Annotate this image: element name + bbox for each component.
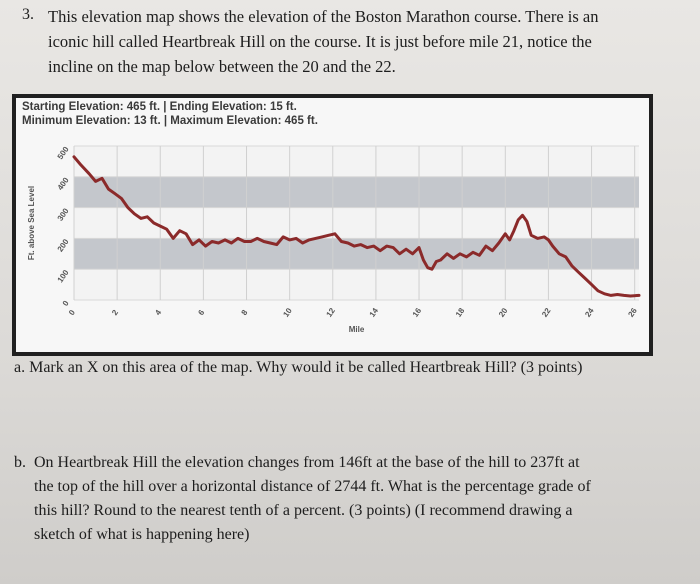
- chart-header: Starting Elevation: 465 ft. | Ending Ele…: [22, 100, 318, 128]
- x-tick-label: 18: [454, 306, 467, 319]
- x-tick-label: 8: [240, 308, 250, 317]
- subquestion-b-line: the top of the hill over a horizontal di…: [34, 478, 591, 495]
- subquestion-b-line: this hill? Round to the nearest tenth of…: [34, 502, 573, 519]
- y-tick-label: 400: [56, 175, 71, 192]
- x-tick-label: 22: [540, 306, 553, 319]
- x-axis-title: Mile: [349, 325, 365, 334]
- question-text: This elevation map shows the elevation o…: [48, 4, 678, 79]
- question-number: 3.: [22, 6, 34, 23]
- y-tick-label: 0: [61, 299, 71, 308]
- grid-band: [74, 238, 639, 270]
- subquestion-b-line: On Heartbreak Hill the elevation changes…: [34, 454, 580, 471]
- y-tick-label: 100: [56, 268, 71, 285]
- x-tick-label: 2: [110, 308, 120, 317]
- chart-header-line1: Starting Elevation: 465 ft. | Ending Ele…: [22, 101, 297, 113]
- chart-header-line2: Minimum Elevation: 13 ft. | Maximum Elev…: [22, 115, 318, 127]
- x-tick-label: 14: [368, 306, 381, 319]
- x-tick-label: 10: [281, 306, 294, 319]
- y-tick-label: 200: [56, 237, 71, 254]
- x-tick-label: 26: [626, 306, 639, 319]
- plot-area: [74, 146, 639, 300]
- question-line: This elevation map shows the elevation o…: [48, 7, 599, 26]
- y-axis-title: Ft. above Sea Level: [27, 186, 36, 260]
- y-tick-label: 300: [56, 206, 71, 223]
- elevation-chart-frame: Starting Elevation: 465 ft. | Ending Ele…: [12, 94, 653, 356]
- question-line: iconic hill called Heartbreak Hill on th…: [48, 32, 592, 51]
- elevation-line: [72, 155, 641, 298]
- elevation-chart: Starting Elevation: 465 ft. | Ending Ele…: [16, 98, 649, 352]
- question-line: incline on the map below between the 20 …: [48, 57, 396, 76]
- subquestion-b-label: b.: [14, 454, 26, 471]
- x-tick-label: 16: [411, 306, 424, 319]
- grid-band: [74, 176, 639, 208]
- subquestion-b-line: sketch of what is happening here): [34, 526, 250, 543]
- subquestion-a: a. Mark an X on this area of the map. Wh…: [14, 359, 583, 376]
- x-tick-label: 0: [67, 308, 77, 317]
- x-tick-label: 24: [583, 306, 596, 319]
- x-tick-label: 20: [497, 306, 510, 319]
- x-tick-label: 6: [196, 308, 206, 317]
- x-tick-label: 12: [324, 306, 337, 319]
- x-tick-label: 4: [153, 308, 163, 317]
- y-tick-label: 500: [56, 145, 71, 162]
